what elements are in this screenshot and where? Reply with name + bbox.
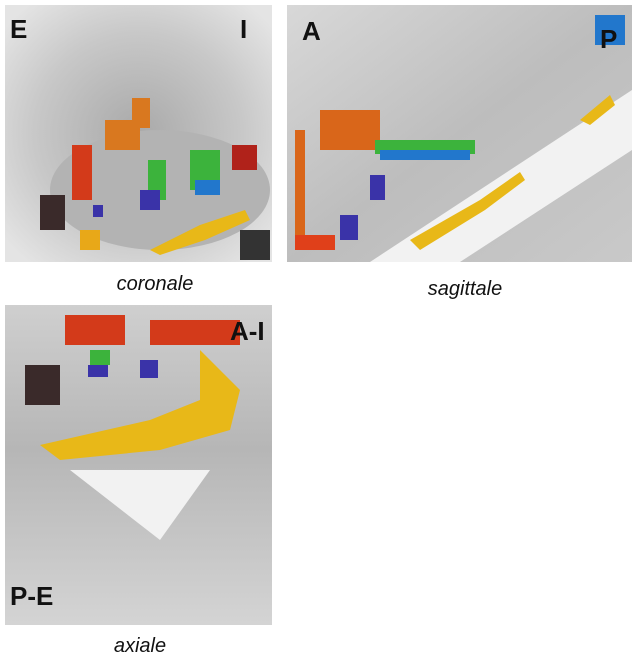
figure: E I coronale A P sagittale A-I P-E axial… xyxy=(0,0,637,662)
overlay xyxy=(295,235,335,250)
overlay xyxy=(93,205,103,217)
overlay xyxy=(370,175,385,200)
sagittal-panel: A P xyxy=(287,5,632,262)
overlay xyxy=(150,320,240,345)
overlay xyxy=(72,145,92,200)
overlay xyxy=(105,120,140,150)
overlay xyxy=(320,110,380,150)
overlay xyxy=(80,230,100,250)
axial-panel: A-I P-E xyxy=(5,305,272,625)
overlay xyxy=(195,180,220,195)
dark-region xyxy=(240,230,270,260)
dark-region xyxy=(40,195,65,230)
mri-slice xyxy=(5,305,272,625)
overlay xyxy=(380,150,470,160)
overlay xyxy=(232,145,257,170)
overlay xyxy=(295,130,305,250)
caption: sagittale xyxy=(428,278,503,300)
overlay xyxy=(90,350,110,365)
orientation-label: P xyxy=(600,24,617,54)
orientation-label: A-I xyxy=(230,316,265,346)
orientation-label: E xyxy=(10,14,27,44)
orientation-label: I xyxy=(240,14,247,44)
overlay xyxy=(88,365,108,377)
coronal-panel: E I xyxy=(5,5,272,262)
orientation-label: A xyxy=(302,16,321,46)
overlay xyxy=(140,190,160,210)
caption: axiale xyxy=(114,635,166,657)
overlay xyxy=(140,360,158,378)
orientation-label: P-E xyxy=(10,581,53,611)
caption: coronale xyxy=(117,273,194,295)
overlay xyxy=(65,315,125,345)
dark-region xyxy=(25,365,60,405)
overlay xyxy=(340,215,358,240)
